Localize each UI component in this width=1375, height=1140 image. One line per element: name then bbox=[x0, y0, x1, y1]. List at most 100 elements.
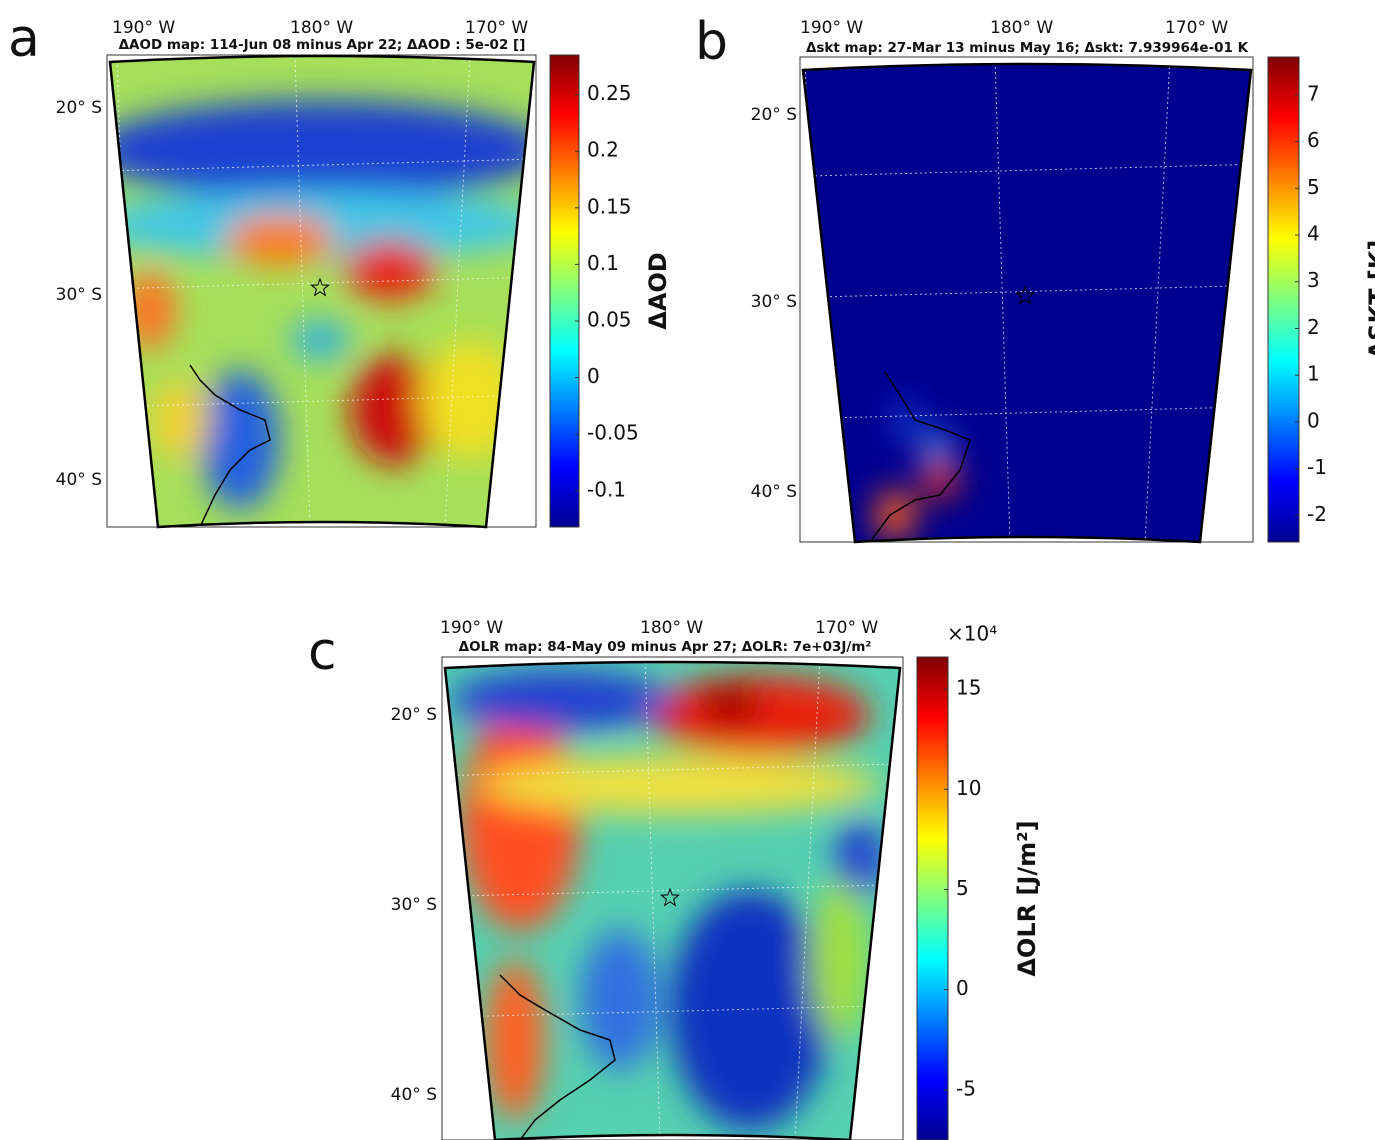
graticule bbox=[445, 763, 900, 777]
colorbar-tick-label: 3 bbox=[1307, 268, 1320, 292]
panel: b Δskt map: 27-Mar 13 minus May 16; Δskt:… bbox=[695, 12, 1375, 544]
lon-label: 180° W bbox=[290, 18, 353, 38]
map-boundary bbox=[108, 54, 536, 529]
map-field bbox=[110, 56, 534, 527]
site-marker bbox=[660, 887, 680, 907]
graticule bbox=[794, 662, 821, 1140]
lat-label: 30° S bbox=[391, 895, 437, 915]
field-blob bbox=[875, 490, 915, 540]
colorbar bbox=[1267, 56, 1300, 543]
colorbar-tick-label: -2 bbox=[1307, 502, 1327, 526]
field-base bbox=[803, 64, 1251, 542]
lat-label: 30° S bbox=[56, 285, 102, 305]
colorbar-tick-label: 0 bbox=[956, 976, 969, 1000]
field-blob bbox=[810, 880, 870, 1040]
field-blob bbox=[350, 355, 440, 465]
colorbar-tick-label: 0.1 bbox=[587, 251, 619, 275]
lon-label: 170° W bbox=[465, 18, 528, 38]
colorbar-exponent: ×10⁴ bbox=[947, 622, 997, 646]
coastline bbox=[869, 371, 971, 542]
panel-label: c bbox=[308, 622, 337, 682]
colorbar-tick-label: -0.1 bbox=[587, 477, 626, 501]
field-blob bbox=[485, 960, 545, 1120]
map-title: ΔOLR map: 84-May 09 minus Apr 27; ΔOLR: … bbox=[459, 639, 872, 655]
graticule bbox=[294, 56, 311, 527]
field-blob bbox=[700, 685, 760, 725]
colorbar-tick-label: 0.05 bbox=[587, 307, 632, 331]
graticule bbox=[445, 1004, 900, 1018]
field-blob bbox=[480, 755, 880, 815]
map-field bbox=[803, 64, 1251, 542]
graticule bbox=[110, 276, 534, 290]
coastline bbox=[189, 364, 271, 527]
lat-label: 40° S bbox=[391, 1085, 437, 1105]
graticule bbox=[110, 394, 534, 408]
colorbar-tick-label: 0.25 bbox=[587, 81, 632, 105]
graticule bbox=[444, 56, 471, 527]
colorbar-tick-label: 0 bbox=[587, 364, 600, 388]
colorbar-tick-label: 1 bbox=[1307, 362, 1320, 386]
map-field bbox=[445, 662, 900, 1140]
colorbar-tick-label: 10 bbox=[956, 776, 981, 800]
field-blob bbox=[450, 670, 670, 730]
field-blob bbox=[650, 675, 870, 755]
lat-label: 40° S bbox=[751, 482, 797, 502]
field-blob bbox=[580, 930, 660, 1070]
colorbar-tick-label: 15 bbox=[956, 676, 981, 700]
lat-label: 20° S bbox=[751, 105, 797, 125]
field-blob bbox=[200, 370, 280, 510]
colorbar-tick-label: 4 bbox=[1307, 222, 1320, 246]
field-blob bbox=[225, 215, 335, 265]
lon-label: 190° W bbox=[112, 18, 175, 38]
lat-label: 40° S bbox=[56, 470, 102, 490]
map-title: Δskt map: 27-Mar 13 minus May 16; Δskt: … bbox=[806, 40, 1249, 56]
lon-label: 180° W bbox=[990, 18, 1053, 38]
coastline bbox=[499, 974, 616, 1140]
site-marker bbox=[310, 277, 330, 297]
lon-label: 170° W bbox=[1165, 18, 1228, 38]
field-blob bbox=[921, 431, 949, 459]
graticule bbox=[1144, 64, 1171, 542]
graticule bbox=[110, 158, 534, 172]
lon-label: 170° W bbox=[815, 618, 878, 638]
field-blob bbox=[835, 820, 885, 900]
colorbar bbox=[549, 54, 580, 528]
colorbar-tick-label: 2 bbox=[1307, 315, 1320, 339]
colorbar-tick-label: 5 bbox=[956, 876, 969, 900]
field-blobs bbox=[450, 670, 885, 1130]
colorbar-tick-label: 7 bbox=[1307, 81, 1320, 105]
colorbar-tick-label: 0 bbox=[1307, 408, 1320, 432]
field-blobs bbox=[110, 100, 534, 510]
graticule bbox=[644, 662, 661, 1140]
panel-label: b bbox=[695, 12, 728, 72]
colorbar-tick-label: 0.2 bbox=[587, 138, 619, 162]
lat-label: 20° S bbox=[56, 98, 102, 118]
colorbar-label: ΔSKT [K] bbox=[1364, 240, 1375, 360]
graticule bbox=[803, 163, 1251, 177]
graticule bbox=[445, 884, 900, 897]
site-marker bbox=[1015, 285, 1035, 305]
colorbar-tick-label: 0.15 bbox=[587, 194, 632, 218]
map-boundary bbox=[801, 62, 1253, 544]
colorbar-tick-label: 5 bbox=[1307, 175, 1320, 199]
lon-label: 190° W bbox=[800, 18, 863, 38]
colorbar-tick-label: -5 bbox=[956, 1076, 976, 1100]
colorbar-tick-label: -1 bbox=[1307, 455, 1327, 479]
field-blob bbox=[897, 400, 913, 440]
graticule bbox=[994, 64, 1011, 542]
map-boundary bbox=[443, 660, 902, 1140]
field-blobs bbox=[875, 400, 958, 540]
colorbar-label: ΔOLR [J/m²] bbox=[1013, 820, 1041, 976]
lat-label: 20° S bbox=[391, 705, 437, 725]
colorbar-tick-label: 6 bbox=[1307, 128, 1320, 152]
panel: a ΔAOD map: 114-Jun 08 minus Apr 22; ΔAOD… bbox=[8, 9, 672, 529]
field-blob bbox=[670, 890, 830, 1130]
colorbar-tick-label: -0.05 bbox=[587, 421, 639, 445]
colorbar bbox=[916, 656, 949, 1140]
field-blob bbox=[110, 100, 534, 200]
field-blob bbox=[345, 240, 435, 300]
map-title: ΔAOD map: 114-Jun 08 minus Apr 22; ΔAOD … bbox=[119, 37, 526, 53]
graticule bbox=[803, 406, 1251, 420]
lat-label: 30° S bbox=[751, 292, 797, 312]
